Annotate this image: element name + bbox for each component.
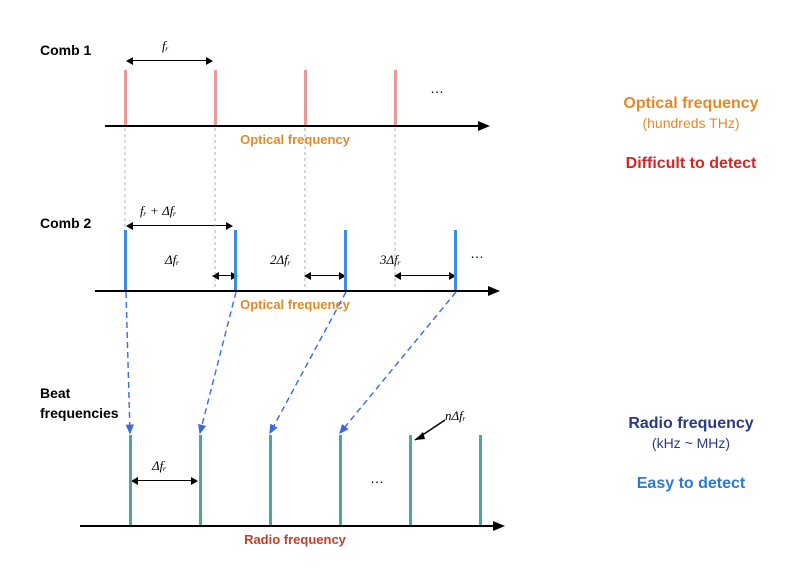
beat-line-3 xyxy=(269,435,272,525)
beat-dfr-label: Δfᵣ xyxy=(152,458,166,474)
comb2-axis xyxy=(95,290,490,292)
side-easy-text: Easy to detect xyxy=(591,475,791,493)
comb1-label: Comb 1 xyxy=(40,42,91,58)
comb1-line-4 xyxy=(394,70,397,125)
comb1-axis xyxy=(105,125,480,127)
comb1-axis-label: Optical frequency xyxy=(215,132,375,147)
side-radio: Radio frequency (kHz ~ MHz) xyxy=(591,415,791,451)
beat-line-1 xyxy=(129,435,132,525)
comb2-line-3 xyxy=(344,230,347,290)
side-radio-title: Radio frequency xyxy=(591,415,791,433)
fr-arrow xyxy=(132,60,207,61)
dfr-label: Δfᵣ xyxy=(165,252,179,268)
side-optical: Optical frequency (hundreds THz) xyxy=(591,95,791,131)
comb1-dots: … xyxy=(430,80,444,96)
beat-axis-label: Radio frequency xyxy=(215,532,375,547)
comb1-line-2 xyxy=(214,70,217,125)
beat-dots: … xyxy=(370,470,384,486)
beat-label: Beat xyxy=(40,385,70,401)
beat-axis-arrow xyxy=(493,521,505,531)
beat-line-2 xyxy=(199,435,202,525)
comb1-line-3 xyxy=(304,70,307,125)
comb2-dots: … xyxy=(470,245,484,261)
beat-line-5 xyxy=(409,435,412,525)
beat-axis xyxy=(80,525,495,527)
comb1-line-1 xyxy=(124,70,127,125)
three-dfr-label: 3Δfᵣ xyxy=(380,252,401,268)
comb2-label: Comb 2 xyxy=(40,215,91,231)
three-dfr-arrow xyxy=(400,275,450,276)
comb2-axis-label: Optical frequency xyxy=(215,297,375,312)
comb2-line-4 xyxy=(454,230,457,290)
side-difficult-text: Difficult to detect xyxy=(591,155,791,173)
diagram-area: Comb 1 Optical frequency … fᵣ Comb 2 Opt… xyxy=(40,20,570,550)
comb2-line-1 xyxy=(124,230,127,290)
comb2-axis-arrow xyxy=(488,286,500,296)
two-dfr-arrow xyxy=(310,275,340,276)
fr-plus-dfr-label: fᵣ + Δfᵣ xyxy=(140,203,177,219)
dfr-arrow xyxy=(218,275,232,276)
comb1-axis-arrow xyxy=(478,121,490,131)
n-dfr-label: nΔfᵣ xyxy=(445,408,466,424)
side-radio-sub: (kHz ~ MHz) xyxy=(591,435,791,451)
beat-line-6 xyxy=(479,435,482,525)
fr-label: fᵣ xyxy=(162,38,169,54)
two-dfr-label: 2Δfᵣ xyxy=(270,252,291,268)
side-optical-title: Optical frequency xyxy=(591,95,791,113)
comb2-line-2 xyxy=(234,230,237,290)
side-easy: Easy to detect xyxy=(591,475,791,493)
frequencies-label: frequencies xyxy=(40,405,119,421)
side-optical-sub: (hundreds THz) xyxy=(591,115,791,131)
fr-plus-dfr-arrow xyxy=(132,225,227,226)
side-difficult: Difficult to detect xyxy=(591,155,791,173)
beat-line-4 xyxy=(339,435,342,525)
beat-dfr-arrow xyxy=(137,480,192,481)
